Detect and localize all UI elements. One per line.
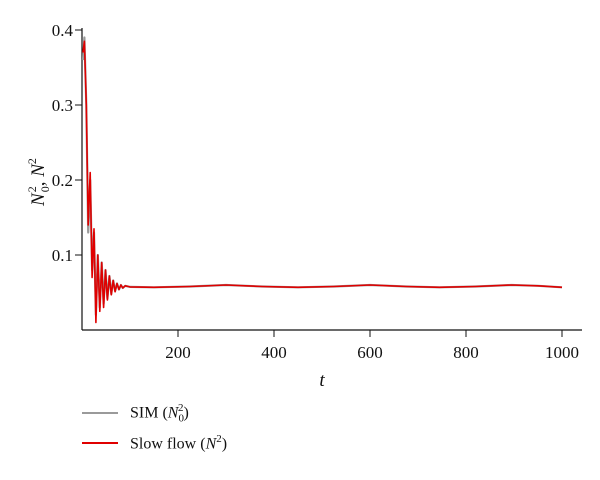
- series-line-slow-flow: [82, 40, 563, 324]
- x-tick-label: 400: [261, 343, 287, 362]
- x-tick-label: 600: [357, 343, 383, 362]
- y-axis-title: N02, N2: [25, 158, 52, 207]
- x-tick-label: 800: [453, 343, 479, 362]
- x-tick-label: 200: [165, 343, 191, 362]
- legend-item-slow-flow: Slow flow (N2): [82, 428, 227, 458]
- plot-area: [81, 36, 563, 324]
- legend-label-sim: SIM (N02): [130, 401, 189, 425]
- legend-label-slow-flow: Slow flow (N2): [130, 432, 228, 453]
- y-tick-label: 0.4: [52, 21, 74, 40]
- legend-swatch-sim: [82, 412, 118, 414]
- y-tick-label: 0.2: [52, 171, 73, 190]
- series-line-sim: [81, 36, 563, 317]
- y-axis: 0.1 0.2 0.3 0.4 N02, N2: [25, 21, 83, 330]
- chart: 200 400 600 800 1000 t 0.1 0.2 0.3 0.4 N02, N2: [25, 21, 582, 391]
- x-tick-label: 1000: [545, 343, 579, 362]
- x-axis: 200 400 600 800 1000 t: [82, 329, 582, 391]
- x-axis-title: t: [319, 370, 325, 391]
- legend-item-sim: SIM (N02): [82, 398, 227, 428]
- y-tick-label: 0.3: [52, 96, 73, 115]
- legend-swatch-slow-flow: [82, 442, 118, 444]
- y-tick-label: 0.1: [52, 246, 73, 265]
- legend: SIM (N02) Slow flow (N2): [82, 398, 227, 458]
